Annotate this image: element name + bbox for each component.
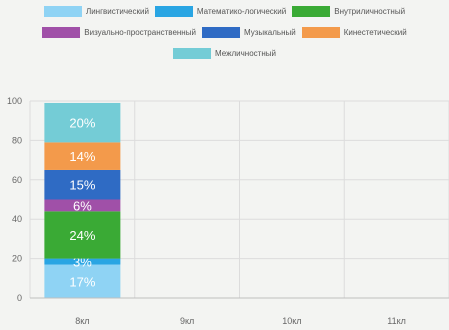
legend-swatch (173, 48, 212, 59)
legend-item-logical[interactable]: Математико-логический (154, 6, 287, 17)
legend-swatch (301, 27, 340, 38)
legend-swatch (43, 6, 82, 17)
data-label: 14% (69, 149, 95, 164)
bar-segment (44, 142, 121, 170)
bar-segment (44, 258, 121, 265)
legend-item-interpersonal[interactable]: Межличностный (173, 48, 276, 59)
legend-item-musical[interactable]: Музыкальный (201, 27, 296, 38)
bar-segment (44, 102, 121, 143)
data-label: 17% (69, 274, 95, 289)
legend-label: Межличностный (215, 49, 276, 58)
x-tick-label: 8кл (75, 316, 89, 326)
x-tick-label: 10кл (282, 316, 301, 326)
legend-item-linguistic[interactable]: Лингвистический (43, 6, 149, 17)
legend-label: Кинестетический (343, 28, 407, 37)
legend: Лингвистический Математико-логический Вн… (0, 6, 449, 59)
data-label: 24% (69, 228, 95, 243)
y-tick-label: 20 (12, 254, 22, 264)
y-tick-label: 60 (12, 175, 22, 185)
y-tick-label: 80 (12, 135, 22, 145)
legend-label: Лингвистический (85, 7, 149, 16)
legend-swatch (154, 6, 193, 17)
x-tick-label: 11кл (387, 316, 406, 326)
legend-item-intrapersonal[interactable]: Внутриличностный (292, 6, 405, 17)
bar-segment (44, 264, 121, 298)
y-tick-label: 40 (12, 214, 22, 224)
bar-segment (44, 199, 121, 212)
legend-swatch (42, 27, 81, 38)
legend-label: Математико-логический (196, 7, 287, 16)
legend-label: Внутриличностный (334, 7, 406, 16)
legend-label: Музыкальный (243, 28, 296, 37)
bar-segment (44, 169, 121, 200)
legend-item-kinesthetic[interactable]: Кинестетический (301, 27, 407, 38)
data-label: 20% (69, 116, 95, 131)
y-tick-label: 100 (7, 96, 22, 106)
data-label: 6% (73, 198, 92, 213)
legend-swatch (201, 27, 240, 38)
bar-segment (44, 211, 121, 259)
legend-item-visual[interactable]: Визуально-пространственный (42, 27, 196, 38)
data-label: 15% (69, 178, 95, 193)
legend-swatch (292, 6, 331, 17)
y-tick-label: 0 (17, 293, 22, 303)
x-tick-label: 9кл (180, 316, 194, 326)
legend-label: Визуально-пространственный (84, 28, 196, 37)
